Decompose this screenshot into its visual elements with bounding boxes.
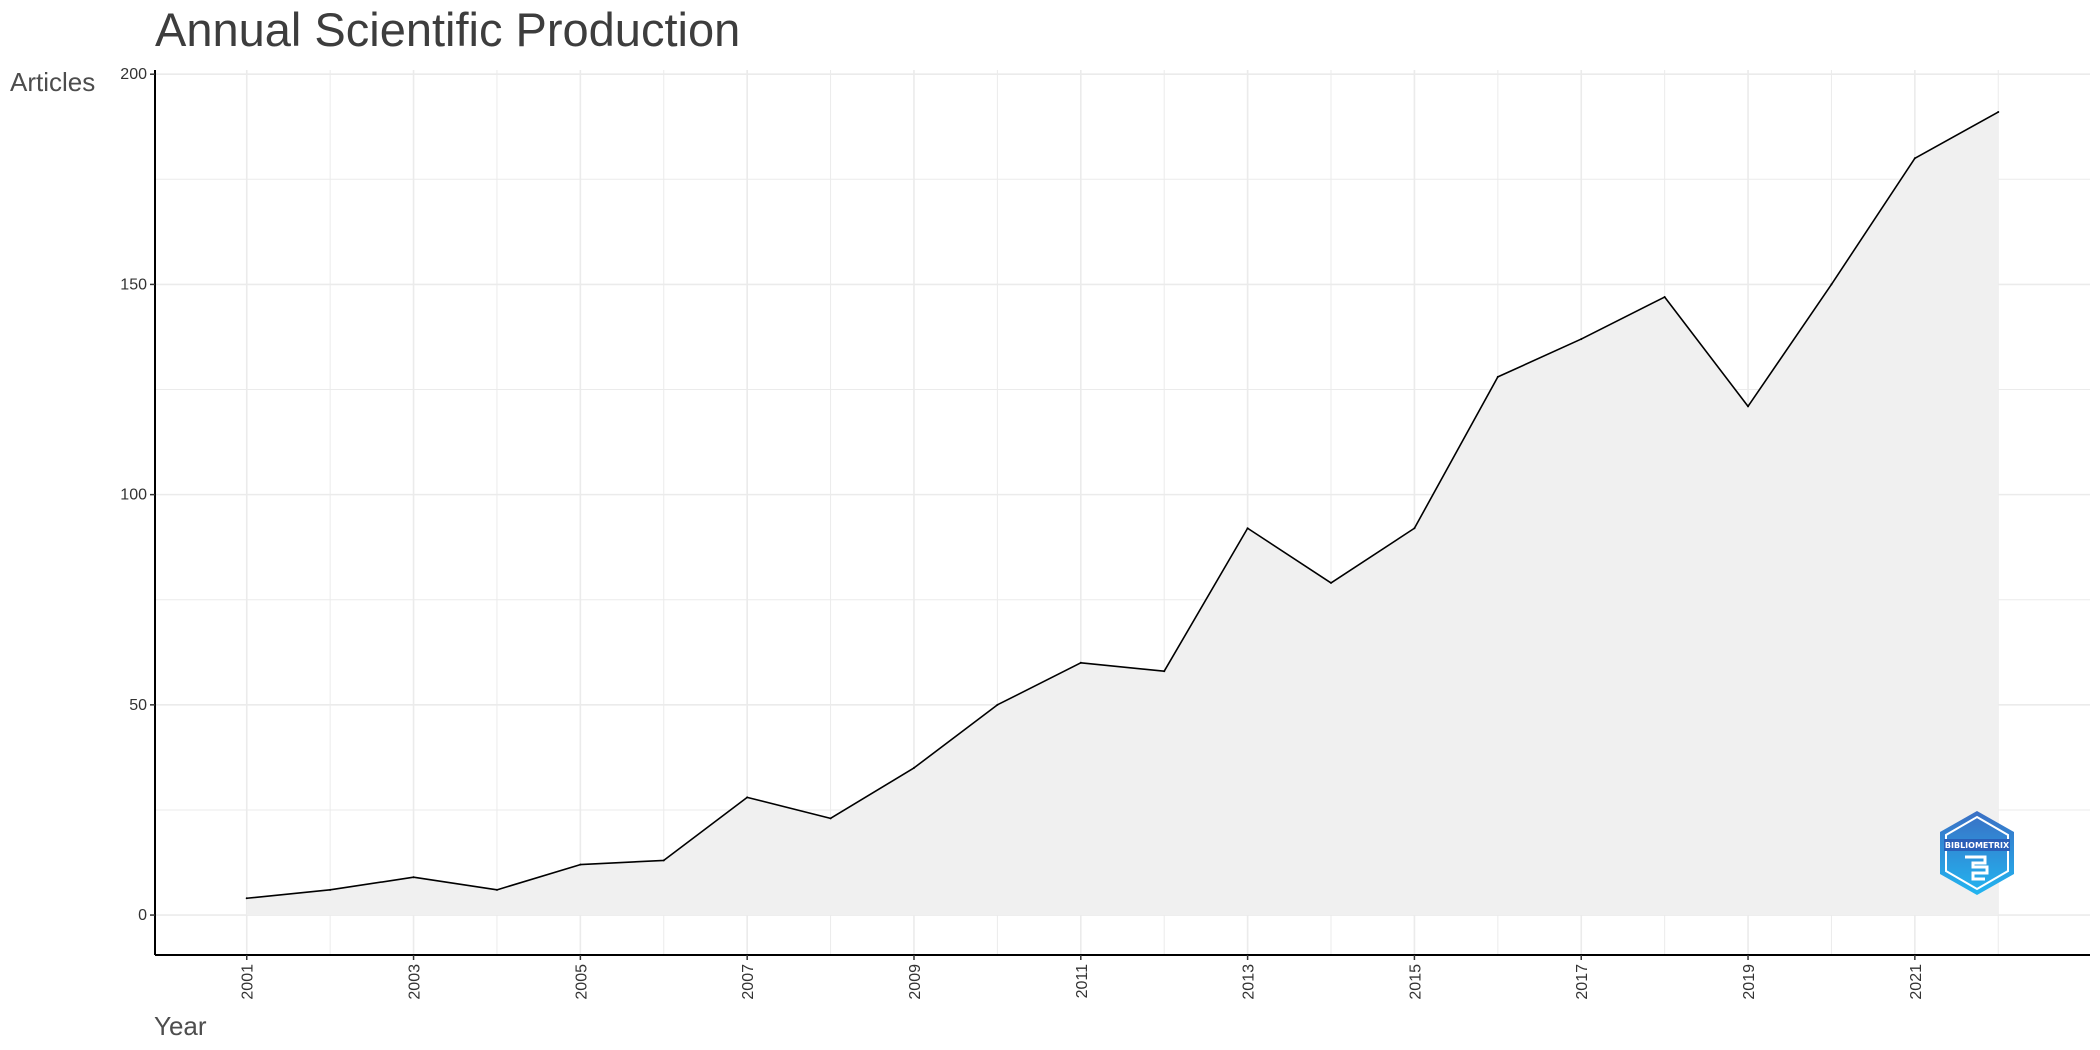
data-point-2001 <box>245 897 248 900</box>
y-tick-label: 50 <box>129 697 147 714</box>
data-point-2019 <box>1747 405 1750 408</box>
data-point-2018 <box>1663 296 1666 299</box>
data-point-2009 <box>912 766 915 769</box>
data-point-2006 <box>662 859 665 862</box>
data-point-2005 <box>579 863 582 866</box>
data-point-2016 <box>1496 375 1499 378</box>
points-layer <box>245 111 2000 900</box>
bibliometrix-logo: BIBLIOMETRIX <box>1940 811 2014 895</box>
data-point-2017 <box>1580 338 1583 341</box>
ticks: 0 50 100 150 200 2001 2003 2005 2007 2009 2011 2013… <box>120 66 1925 999</box>
logo-hexagon-border <box>1945 815 2009 891</box>
x-tick-label: 2015 <box>1407 964 1424 1000</box>
y-tick-label: 0 <box>138 907 147 924</box>
data-point-2015 <box>1413 527 1416 530</box>
data-point-2004 <box>495 888 498 891</box>
y-tick-label: 200 <box>120 66 147 83</box>
line-layer <box>246 111 1999 900</box>
data-point-2020 <box>1830 283 1833 286</box>
x-tick-label: 2009 <box>907 964 924 1000</box>
data-point-2002 <box>329 888 332 891</box>
x-tick-label: 2019 <box>1741 964 1758 1000</box>
data-point-2008 <box>829 817 832 820</box>
area-layer <box>246 112 1999 916</box>
x-axis-label: Year <box>154 1011 207 1041</box>
data-point-2013 <box>1246 527 1249 530</box>
data-point-2007 <box>746 796 749 799</box>
y-axis-label: Articles <box>10 67 95 97</box>
axes <box>154 70 2090 956</box>
x-tick-label: 2017 <box>1574 964 1591 1000</box>
chart-title: Annual Scientific Production <box>155 3 740 56</box>
data-point-2021 <box>1913 157 1916 160</box>
area-fill <box>246 112 1999 916</box>
logo-banner <box>1944 839 2010 851</box>
data-point-2014 <box>1330 581 1333 584</box>
series-line <box>246 111 1999 900</box>
x-tick-label: 2001 <box>240 964 257 1000</box>
logo-glyph <box>1965 855 1989 881</box>
data-point-2012 <box>1163 670 1166 673</box>
logo-text: BIBLIOMETRIX <box>1945 841 2010 850</box>
y-tick-label: 150 <box>120 276 147 293</box>
x-tick-label: 2021 <box>1908 964 1925 1000</box>
y-tick-label: 100 <box>120 487 147 504</box>
x-tick-label: 2011 <box>1074 964 1091 999</box>
data-point-2011 <box>1079 661 1082 664</box>
x-tick-label: 2013 <box>1241 964 1258 1000</box>
data-point-2003 <box>412 876 415 879</box>
x-tick-label: 2003 <box>407 964 424 1000</box>
data-point-2010 <box>996 703 999 706</box>
x-tick-label: 2007 <box>740 964 757 1000</box>
x-tick-label: 2005 <box>573 964 590 1000</box>
logo-hexagon <box>1940 811 2014 895</box>
data-point-2022 <box>1997 111 2000 114</box>
